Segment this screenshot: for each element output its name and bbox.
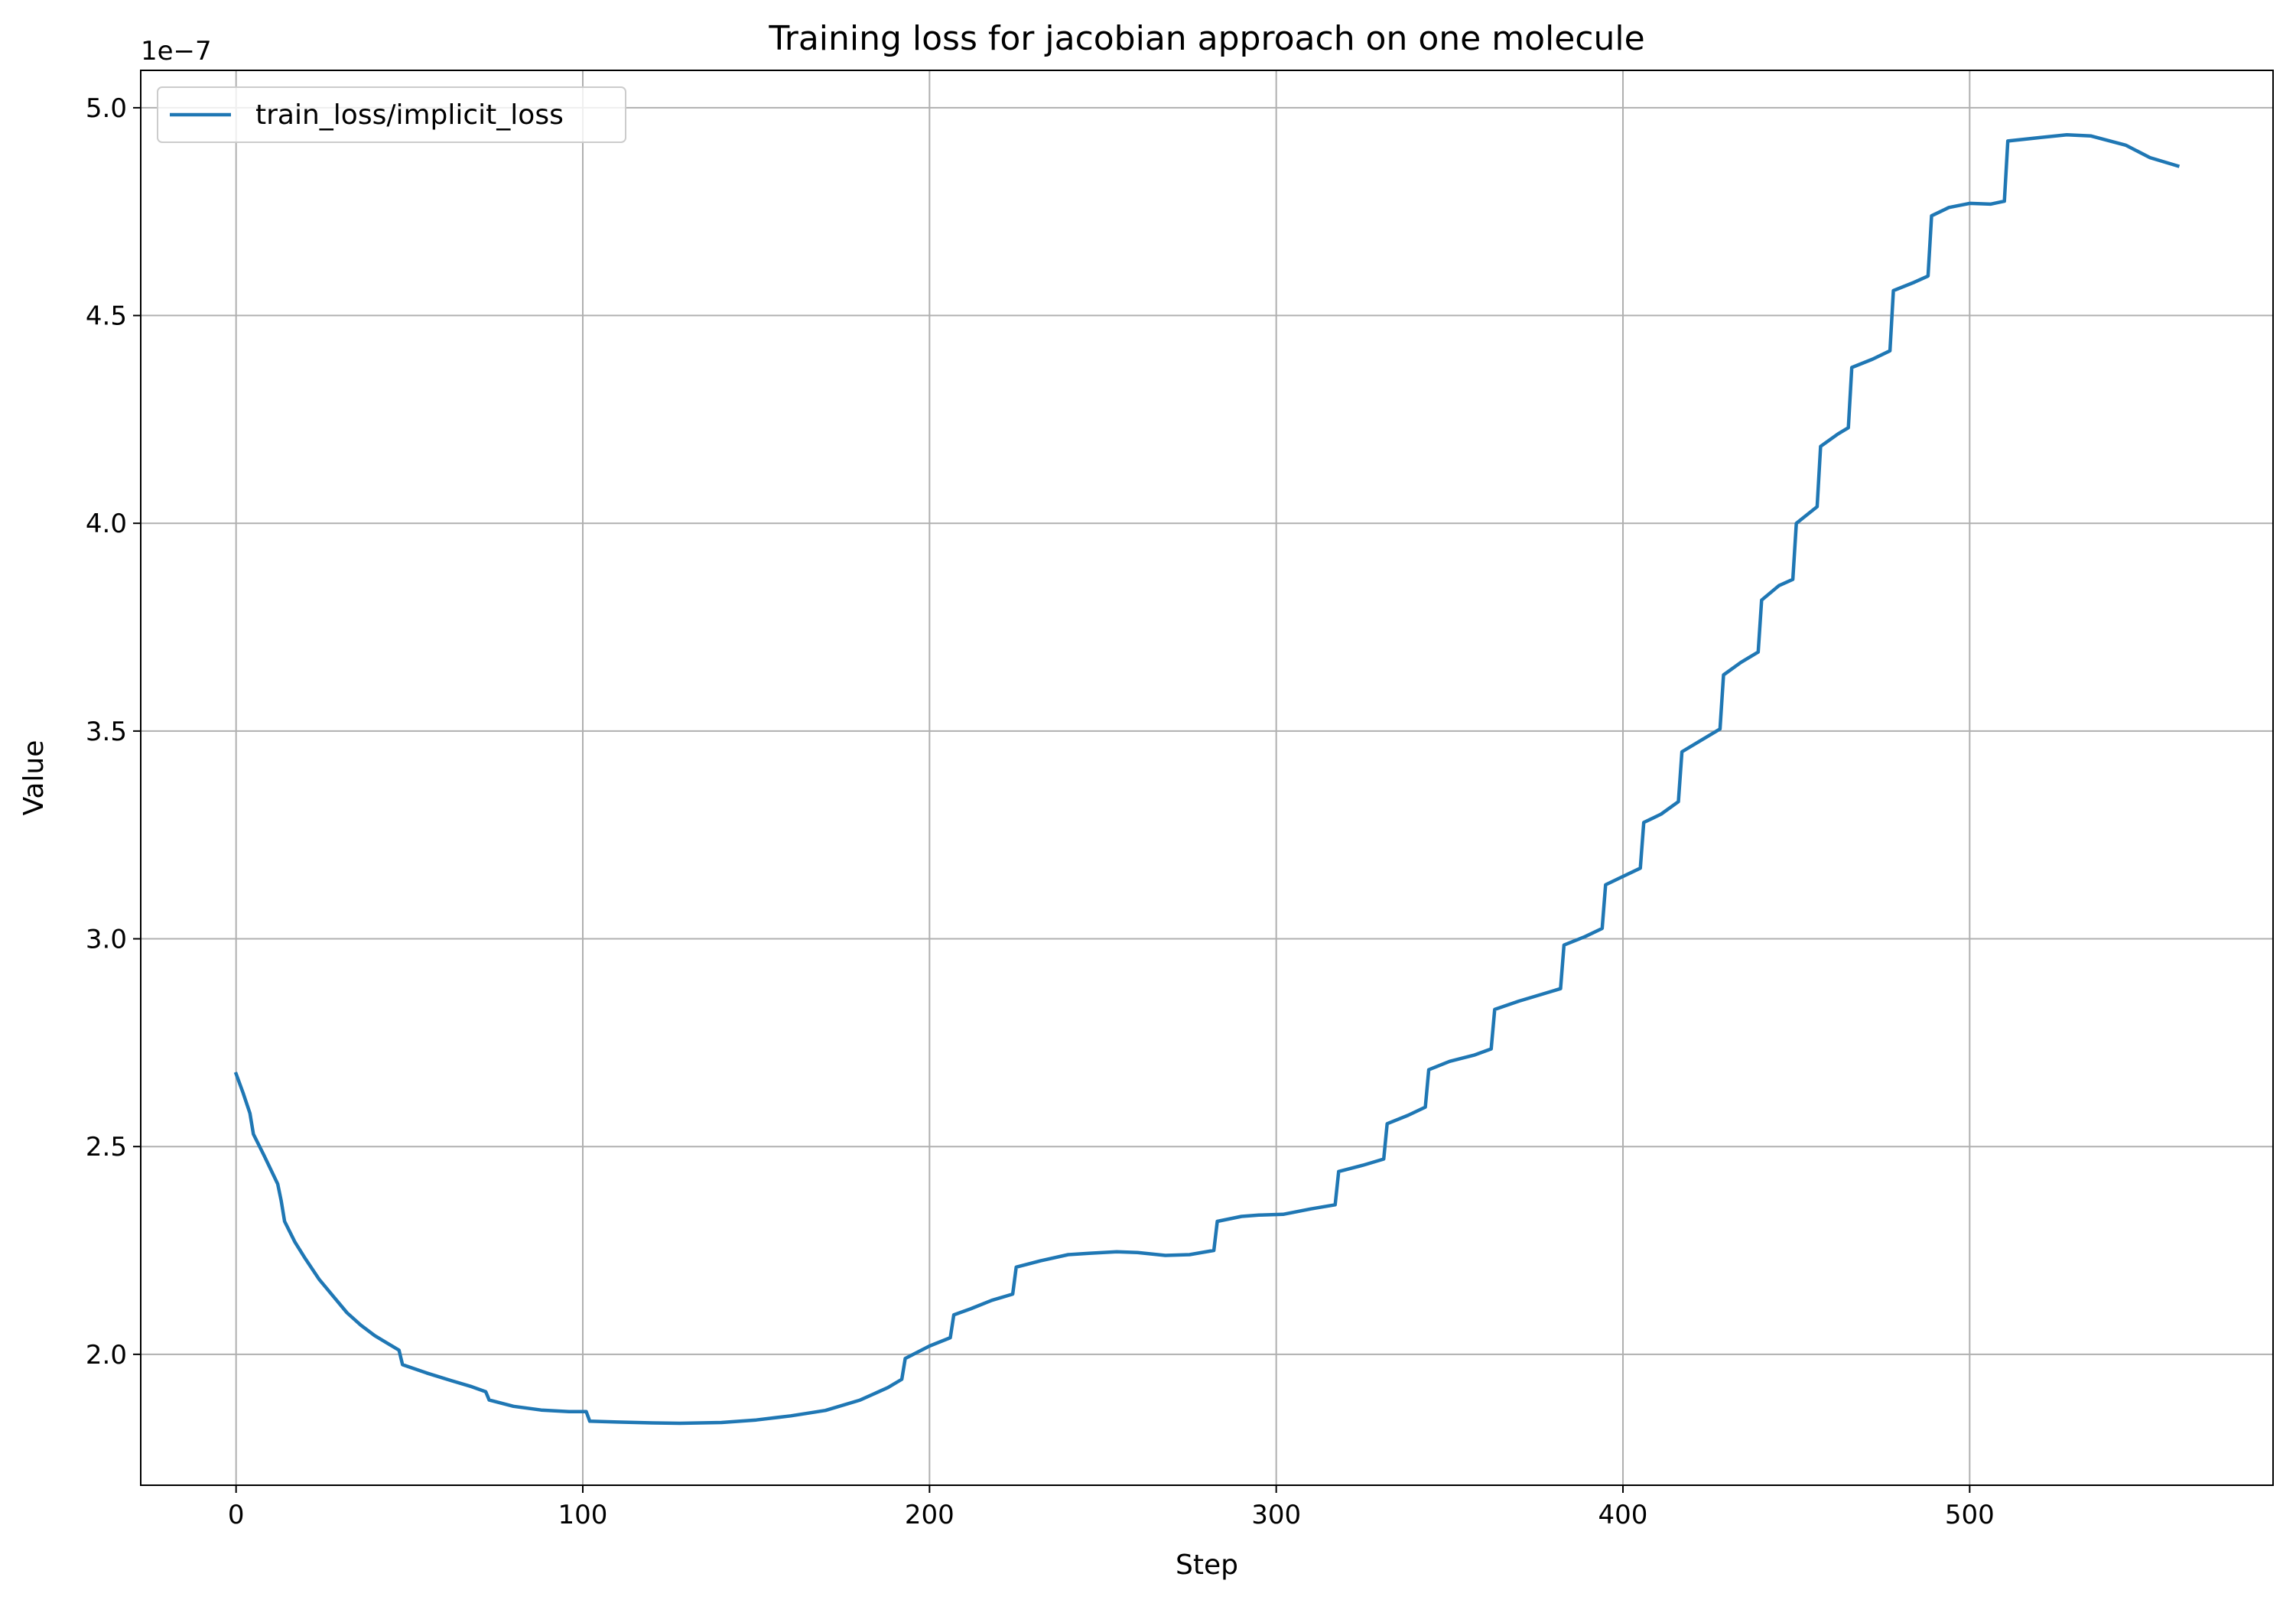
legend-label-train-loss: train_loss/implicit_loss [255, 99, 564, 131]
y-tick-label: 3.0 [86, 925, 127, 955]
y-axis-label: Value [18, 740, 50, 816]
y-offset-label: 1e−7 [141, 36, 212, 67]
x-tick-label: 400 [1598, 1500, 1648, 1530]
x-tick-label: 500 [1945, 1500, 1995, 1530]
x-tick-label: 300 [1251, 1500, 1301, 1530]
y-axis-ticks: 2.0 2.5 3.0 3.5 4.0 4.5 5.0 [86, 93, 141, 1371]
grid [141, 70, 2273, 1485]
x-tick-label: 200 [905, 1500, 954, 1530]
x-axis-label: Step [1176, 1549, 1238, 1581]
legend: train_loss/implicit_loss [157, 86, 626, 143]
plot-lines [233, 132, 2181, 1426]
x-axis-ticks: 0 100 200 300 400 500 [228, 1485, 1995, 1530]
y-tick-label: 4.5 [86, 301, 127, 332]
series-line-train-loss [233, 132, 2181, 1426]
x-tick-label: 0 [228, 1500, 245, 1530]
chart-title: Training loss for jacobian approach on o… [768, 19, 1644, 58]
legend-box [157, 86, 626, 143]
y-tick-label: 2.5 [86, 1132, 127, 1162]
plot-frame [140, 70, 2274, 1486]
y-tick-label: 5.0 [86, 93, 127, 124]
x-tick-label: 100 [558, 1500, 608, 1530]
y-tick-label: 3.5 [86, 717, 127, 747]
y-tick-label: 2.0 [86, 1340, 127, 1371]
y-tick-label: 4.0 [86, 509, 127, 539]
